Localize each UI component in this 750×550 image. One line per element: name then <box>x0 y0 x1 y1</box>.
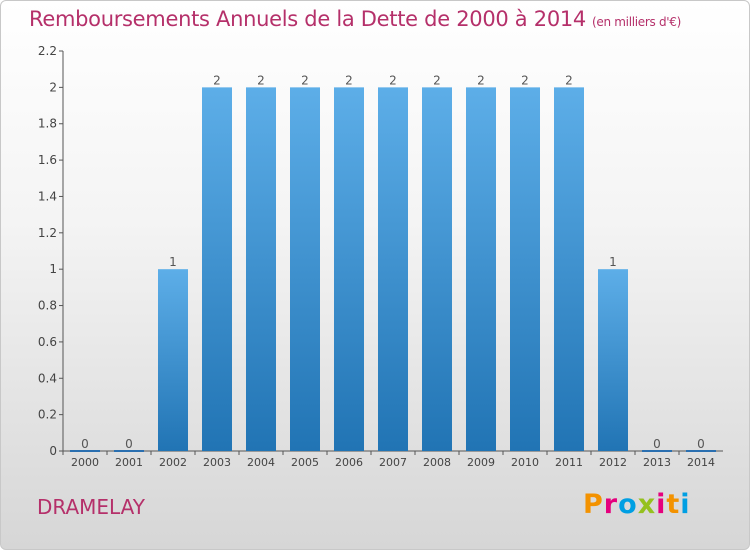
data-label: 0 <box>81 437 89 451</box>
y-tick-label: 0.4 <box>38 371 57 385</box>
data-label: 0 <box>697 437 705 451</box>
data-label: 1 <box>169 255 177 269</box>
x-tick-label: 2012 <box>599 456 627 469</box>
bar <box>334 87 364 451</box>
x-tick-label: 2002 <box>159 456 187 469</box>
bar <box>290 87 320 451</box>
data-label: 2 <box>477 73 485 87</box>
data-label: 2 <box>521 73 529 87</box>
proxiti-logo[interactable]: Proxiti <box>583 489 691 520</box>
x-tick-label: 2009 <box>467 456 495 469</box>
y-tick-label: 1 <box>49 262 57 276</box>
logo-letter: x <box>637 489 657 520</box>
x-tick-label: 2005 <box>291 456 319 469</box>
x-tick-label: 2013 <box>643 456 671 469</box>
data-label: 2 <box>213 73 221 87</box>
bar <box>202 87 232 451</box>
y-tick-label: 0.6 <box>38 335 57 349</box>
y-tick-label: 0.8 <box>38 299 57 313</box>
x-tick-label: 2003 <box>203 456 231 469</box>
y-tick-label: 0 <box>49 444 57 458</box>
y-tick-label: 1.4 <box>38 189 57 203</box>
bar <box>378 87 408 451</box>
x-tick-label: 2010 <box>511 456 539 469</box>
y-tick-label: 1.8 <box>38 117 57 131</box>
data-label: 1 <box>609 255 617 269</box>
logo-letter: t <box>666 489 681 520</box>
x-tick-label: 2001 <box>115 456 143 469</box>
data-label: 2 <box>257 73 265 87</box>
y-tick-label: 2.2 <box>38 44 57 58</box>
chart-title: Remboursements Annuels de la Dette de 20… <box>29 7 681 31</box>
chart-subtitle: (en milliers d'€) <box>592 15 682 29</box>
x-tick-label: 2006 <box>335 456 363 469</box>
data-label: 2 <box>389 73 397 87</box>
data-label: 2 <box>433 73 441 87</box>
bar <box>598 269 628 451</box>
data-label: 2 <box>565 73 573 87</box>
data-label: 2 <box>345 73 353 87</box>
logo-letter: i <box>656 489 667 520</box>
bar <box>466 87 496 451</box>
logo-letter: r <box>603 489 619 520</box>
data-label: 0 <box>653 437 661 451</box>
y-tick-label: 0.2 <box>38 408 57 422</box>
data-label: 0 <box>125 437 133 451</box>
x-tick-label: 2008 <box>423 456 451 469</box>
y-tick-label: 2 <box>49 80 57 94</box>
x-tick-label: 2011 <box>555 456 583 469</box>
x-tick-label: 2014 <box>687 456 715 469</box>
bar <box>422 87 452 451</box>
logo-letter: i <box>680 489 691 520</box>
x-tick-label: 2007 <box>379 456 407 469</box>
data-label: 2 <box>301 73 309 87</box>
x-tick-label: 2000 <box>71 456 99 469</box>
bar <box>158 269 188 451</box>
x-tick-label: 2004 <box>247 456 275 469</box>
y-tick-label: 1.2 <box>38 226 57 240</box>
bar <box>246 87 276 451</box>
logo-letter: o <box>618 489 638 520</box>
y-tick-label: 1.6 <box>38 153 57 167</box>
logo-letter: P <box>583 489 604 520</box>
place-name: DRAMELAY <box>37 495 146 519</box>
bar <box>554 87 584 451</box>
title-text: Remboursements Annuels de la Dette de 20… <box>29 7 586 31</box>
bar <box>510 87 540 451</box>
